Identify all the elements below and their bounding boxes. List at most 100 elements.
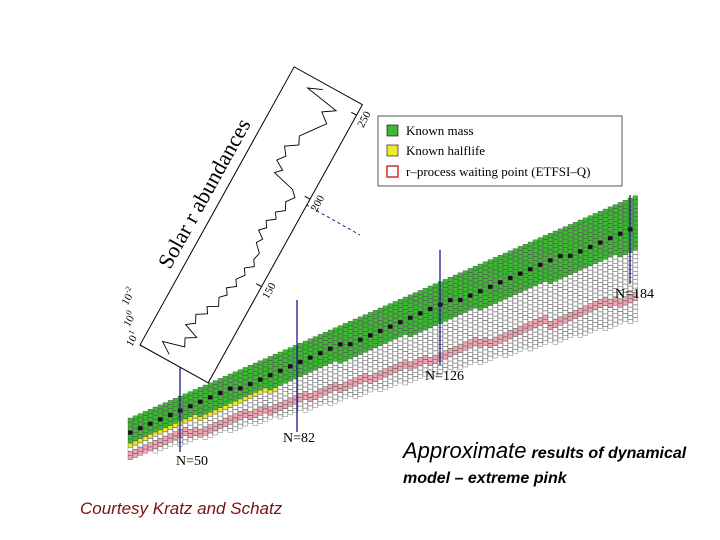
nuclide-cell [387, 303, 393, 308]
nuclide-cell [527, 241, 533, 247]
nuclide-cell [537, 254, 543, 259]
nuclide-cell [377, 387, 383, 392]
nuclide-cell [332, 336, 338, 341]
nuclide-cell [632, 262, 638, 268]
nuclide-cell [372, 322, 378, 327]
nuclide-cell [607, 240, 613, 245]
nuclide-cell [607, 244, 613, 249]
nuclide-cell [512, 298, 518, 304]
tick-exp: 1 [127, 328, 137, 336]
nuclide-cell [207, 391, 213, 396]
nuclide-cell [422, 372, 428, 377]
nuclide-cell [487, 339, 493, 344]
nuclide-cell [527, 262, 533, 268]
nuclide-cell [597, 253, 603, 258]
nuclide-cell [342, 356, 348, 362]
nuclide-cell [527, 309, 533, 314]
nuclide-cell [397, 366, 403, 371]
nuclide-cell [387, 370, 393, 375]
nuclide-cell [587, 253, 593, 258]
nuclide-cell [602, 246, 608, 251]
nuclide-cell [477, 352, 483, 357]
nuclide-cell [237, 407, 243, 412]
nuclide-cell [272, 375, 278, 380]
nuclide-cell [592, 225, 598, 231]
nuclide-cell [372, 377, 378, 382]
nuclide-cell [602, 229, 608, 235]
nuclide-cell [572, 310, 578, 315]
nuclide-cell [327, 329, 333, 335]
nuclide-cell [632, 304, 638, 310]
nuclide-cell [197, 403, 203, 409]
nuclide-cell [562, 272, 568, 277]
nuclide-cell [527, 330, 533, 335]
nuclide-cell [562, 318, 568, 324]
nuclide-cell [527, 275, 533, 280]
nuclide-cell [442, 338, 448, 343]
nuclide-cell [272, 387, 278, 392]
nuclide-cell [457, 281, 463, 286]
nuclide-cell [342, 394, 348, 399]
nuclide-cell [512, 273, 518, 278]
nuclide-cell [282, 408, 288, 413]
nuclide-cell [547, 325, 553, 330]
nuclide-cell [132, 453, 138, 458]
abundance-tick-label: 100 [119, 309, 139, 329]
nuclide-cell [602, 259, 608, 264]
nuclide-cell [592, 322, 598, 327]
nuclide-cell [457, 297, 463, 303]
nuclide-cell [612, 305, 618, 310]
nuclide-cell [547, 262, 553, 267]
nuclide-cell [182, 439, 188, 445]
nuclide-cell [527, 283, 533, 289]
nuclide-cell [502, 303, 508, 308]
nuclide-cell [502, 332, 508, 337]
nuclide-cell [542, 277, 548, 282]
nuclide-cell [227, 403, 233, 408]
nuclide-cell [517, 321, 523, 327]
nuclide-cell [517, 300, 523, 306]
nuclide-cell [207, 386, 213, 392]
nuclide-cell [142, 419, 148, 424]
nuclide-cell [547, 279, 553, 284]
nuclide-cell [542, 340, 548, 345]
nuclide-cell [487, 330, 493, 336]
nuclide-cell [462, 337, 468, 342]
nuclide-cell [157, 438, 163, 443]
nuclide-cell [467, 285, 473, 290]
nuclide-cell [617, 256, 623, 262]
nuclide-cell [607, 286, 613, 291]
nuclide-cell [347, 367, 353, 372]
nuclide-cell [587, 257, 593, 262]
nuclide-cell [422, 346, 428, 352]
nuclide-cell [162, 427, 168, 432]
nuclide-cell [422, 359, 428, 364]
nuclide-cell [567, 274, 573, 279]
nuclide-cell [477, 326, 483, 332]
nuclide-cell [522, 319, 528, 324]
nuclide-cell [432, 308, 438, 314]
nuclide-cell [477, 276, 483, 281]
nuclide-cell [217, 416, 223, 421]
nuclide-cell [192, 406, 198, 411]
nuclide-cell [512, 324, 518, 329]
nuclide-cell [447, 293, 453, 299]
nuclide-cell [557, 337, 563, 343]
nuclide-cell [552, 331, 558, 336]
nuclide-cell [127, 443, 133, 448]
nuclide-cell [307, 359, 313, 364]
nuclide-cell [477, 331, 483, 336]
nuclide-cell [567, 320, 573, 326]
legend-swatch [386, 144, 399, 157]
nuclide-cell [627, 302, 633, 308]
nuclide-cell [547, 266, 553, 271]
nuclide-cell [347, 337, 353, 343]
nuclide-cell [607, 269, 613, 274]
nuclide-cell [217, 407, 223, 412]
nuclide-cell [617, 286, 623, 291]
nuclide-cell [632, 283, 638, 289]
nuclide-cell [192, 414, 198, 419]
nuclide-cell [172, 406, 178, 411]
nuclide-cell [187, 399, 193, 405]
nuclide-cell [232, 405, 238, 410]
